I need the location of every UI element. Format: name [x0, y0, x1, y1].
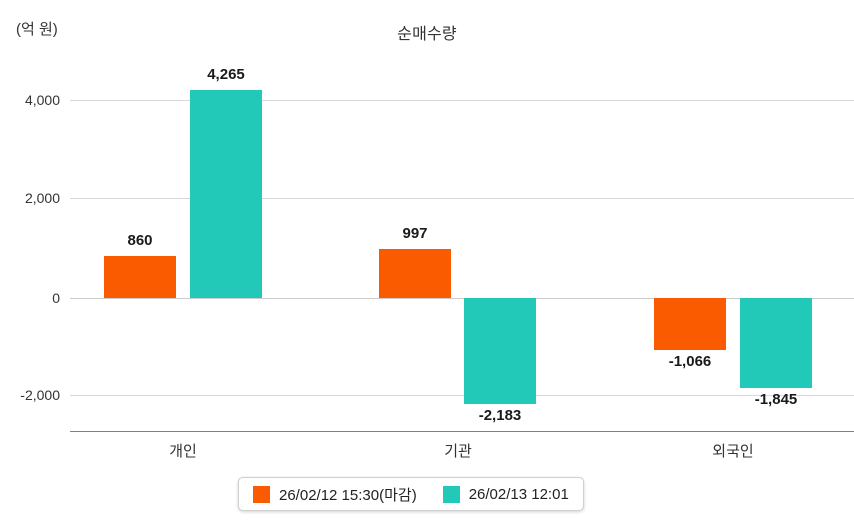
- bar-value-label-gigwan-series-a: 997: [402, 225, 428, 242]
- bar-gigwan-series-b[interactable]: [464, 298, 536, 404]
- bar-value-label-oegugin-series-b: -1,845: [754, 391, 798, 408]
- bar-gaein-series-a[interactable]: [104, 256, 176, 298]
- bar-value-label-oegugin-series-a: -1,066: [668, 353, 712, 370]
- legend-label-series-a: 26/02/12 15:30(마감): [279, 486, 417, 504]
- bar-value-label-gaein-series-a: 860: [127, 232, 153, 249]
- gridline-minus-2000: [70, 395, 854, 396]
- legend-swatch-icon-series-b: [442, 485, 460, 503]
- bar-oegugin-series-b[interactable]: [740, 298, 812, 388]
- y-tick-label-4000: 4,000: [24, 92, 60, 108]
- bar-value-label-gaein-series-b: 4,265: [207, 66, 245, 83]
- bar-value-label-gigwan-series-b: -2,183: [478, 407, 522, 424]
- plot-area: 4,000 2,000 0 -2,000 860 4,265 997 -2,18…: [20, 60, 854, 432]
- gridline-4000: [70, 100, 854, 101]
- bar-oegugin-series-a[interactable]: [654, 298, 726, 350]
- gridline-2000: [70, 198, 854, 199]
- chart-legend: 26/02/12 15:30(마감) 26/02/13 12:01: [238, 477, 584, 511]
- y-tick-label-2000: 2,000: [24, 190, 60, 206]
- legend-item-series-b[interactable]: 26/02/13 12:01: [442, 485, 569, 503]
- legend-label-series-b: 26/02/13 12:01: [468, 485, 569, 503]
- bar-gigwan-series-a[interactable]: [379, 249, 451, 298]
- chart-title: 순매수량: [397, 26, 457, 43]
- legend-item-series-a[interactable]: 26/02/12 15:30(마감): [253, 484, 417, 505]
- y-tick-label-0: 0: [52, 290, 60, 306]
- x-category-label-oegugin: 외국인: [712, 443, 754, 460]
- x-category-label-gaein: 개인: [169, 443, 197, 460]
- bar-gaein-series-b[interactable]: [190, 90, 262, 298]
- y-axis-unit-label: (억 원): [16, 21, 58, 38]
- gridline-zero: [70, 298, 854, 299]
- legend-swatch-icon-series-a: [253, 485, 270, 503]
- x-axis-line: [70, 431, 854, 432]
- y-tick-label--2000: -2,000: [20, 387, 60, 403]
- x-category-label-gigwan: 기관: [444, 443, 472, 460]
